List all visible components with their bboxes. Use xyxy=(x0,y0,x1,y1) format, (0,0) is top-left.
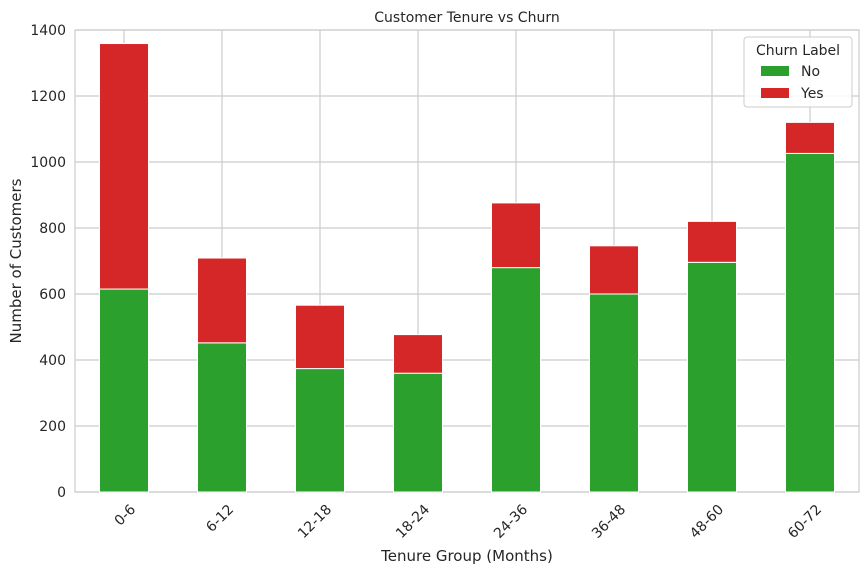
y-tick-label: 0 xyxy=(57,485,66,501)
legend-label-yes: Yes xyxy=(800,86,824,102)
bar-no-0-6 xyxy=(99,288,149,493)
bar-no-6-12 xyxy=(197,342,247,493)
plot-area xyxy=(74,29,860,493)
x-axis-label: Tenure Group (Months) xyxy=(380,547,553,565)
y-tick-label: 400 xyxy=(39,353,66,369)
bar-yes-36-48 xyxy=(589,245,639,295)
legend-swatch-no xyxy=(761,66,789,76)
x-tick-label: 6-12 xyxy=(203,502,237,536)
bar-no-48-60 xyxy=(687,261,737,493)
bar-yes-6-12 xyxy=(197,257,247,344)
x-tick-label: 18-24 xyxy=(393,502,433,542)
y-tick-label: 1200 xyxy=(30,89,66,105)
bar-yes-24-36 xyxy=(491,202,541,269)
bar-no-24-36 xyxy=(491,267,541,493)
bar-no-12-18 xyxy=(295,368,345,493)
x-tick-labels: 0-6 6-12 12-18 18-24 24-36 36-48 48-60 60-72 xyxy=(112,502,825,542)
bars-group xyxy=(99,43,835,493)
bar-no-36-48 xyxy=(589,293,639,493)
x-tick-label: 0-6 xyxy=(112,502,140,530)
y-tick-label: 800 xyxy=(39,221,66,237)
x-tick-label: 12-18 xyxy=(295,502,335,542)
bar-yes-18-24 xyxy=(393,334,443,374)
y-tick-label: 1400 xyxy=(30,23,66,39)
bar-no-60-72 xyxy=(785,152,835,493)
chart-title: Customer Tenure vs Churn xyxy=(374,10,559,26)
x-tick-label: 36-48 xyxy=(589,502,629,542)
y-axis-label: Number of Customers xyxy=(7,178,25,343)
bar-yes-60-72 xyxy=(785,121,835,154)
legend-label-no: No xyxy=(801,64,820,80)
legend: Churn Label No Yes xyxy=(743,36,853,108)
y-tick-labels: 0 200 400 600 800 1000 1200 1400 xyxy=(30,23,66,501)
y-tick-label: 1000 xyxy=(30,155,66,171)
x-tick-label: 48-60 xyxy=(687,502,727,542)
bar-yes-12-18 xyxy=(295,304,345,370)
legend-swatch-yes xyxy=(761,88,789,98)
bar-no-18-24 xyxy=(393,372,443,493)
y-tick-label: 200 xyxy=(39,419,66,435)
x-tick-label: 24-36 xyxy=(491,502,531,542)
bar-yes-48-60 xyxy=(687,220,737,263)
y-tick-label: 600 xyxy=(39,287,66,303)
x-tick-label: 60-72 xyxy=(785,502,825,542)
bar-yes-0-6 xyxy=(99,43,149,290)
legend-title: Churn Label xyxy=(756,43,840,59)
